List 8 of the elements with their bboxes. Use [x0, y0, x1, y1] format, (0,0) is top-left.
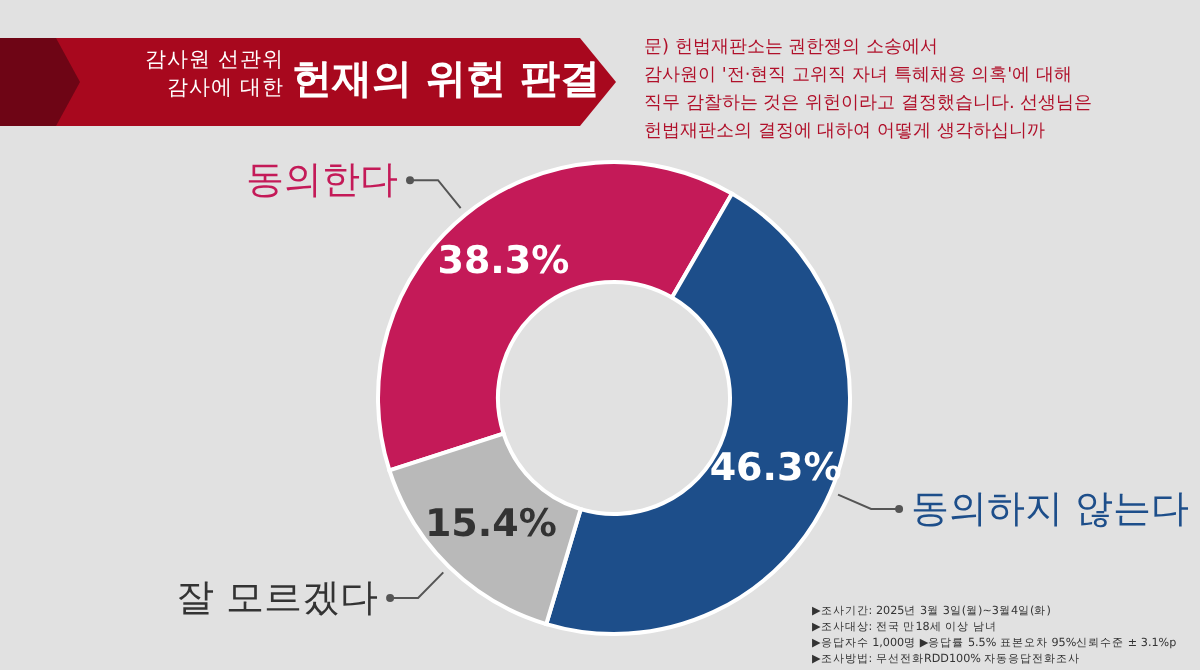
data-label: 38.3% [437, 239, 570, 284]
chart-subtitle: 감사원 선관위 감사에 대한 [143, 46, 284, 102]
chart-title: 헌재의 위헌 판결 [292, 52, 600, 106]
text: 문) 헌법재판소는 권한쟁의 소송에서 감사원이 '전·현직 고위직 자녀 특혜채용 의혹'에 대해 직무 감찰하는 것은 위헌이라고 결정했습니다. 선생님은 헌법재판소의 결정에 대하여 어떻게 생각하십니까 [644, 36, 1095, 146]
data-label: 15.4% [424, 501, 557, 546]
slice-label: 동의한다 [246, 158, 399, 203]
slice-label: 동의하지 않는다 [911, 486, 1190, 531]
slice-label: 잘 모르겠다 [176, 576, 379, 621]
